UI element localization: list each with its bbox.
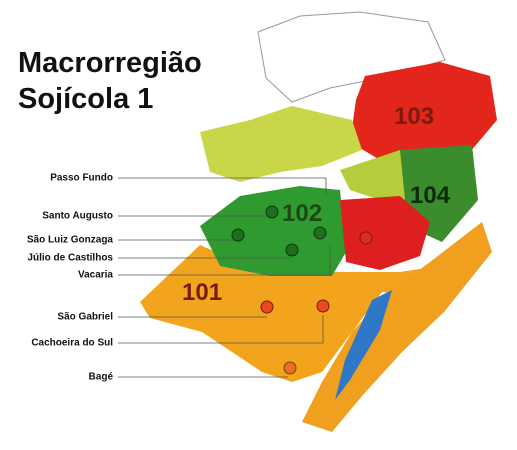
pin	[285, 243, 299, 257]
leader-line	[118, 177, 327, 195]
pin	[260, 300, 274, 314]
pin	[231, 228, 245, 242]
region-label: 101	[182, 279, 222, 306]
title-line: Sojícola 1	[18, 83, 153, 115]
city-label: Cachoeira do Sul	[31, 338, 113, 349]
city-label: Passo Fundo	[50, 173, 113, 184]
city-label: Santo Augusto	[42, 211, 113, 222]
region-101	[140, 245, 452, 382]
city-label: Júlio de Castilhos	[27, 253, 113, 264]
city-label: Vacaria	[78, 270, 113, 281]
region-label: 104	[410, 182, 451, 209]
city-label: Bagé	[89, 372, 114, 383]
region-label: 102	[282, 200, 322, 227]
lagoon	[335, 290, 392, 400]
pin	[265, 205, 279, 219]
pin	[359, 231, 373, 245]
pin	[313, 226, 327, 240]
title-line: Macrorregião	[18, 47, 202, 79]
region-102	[200, 186, 346, 276]
leader-line	[118, 315, 324, 344]
leader-line	[118, 245, 331, 276]
region-103	[350, 62, 497, 160]
region-light-green-2	[340, 150, 405, 200]
pin	[316, 299, 330, 313]
leaders	[118, 177, 331, 378]
pins	[231, 205, 373, 375]
region-light-green	[200, 106, 362, 182]
map: 101 102 103 104	[140, 11, 497, 432]
region-label: 103	[394, 103, 434, 130]
city-label: São Luiz Gonzaga	[27, 235, 114, 246]
pin	[283, 361, 297, 375]
region-center-red	[340, 196, 430, 270]
city-label: São Gabriel	[57, 312, 113, 323]
